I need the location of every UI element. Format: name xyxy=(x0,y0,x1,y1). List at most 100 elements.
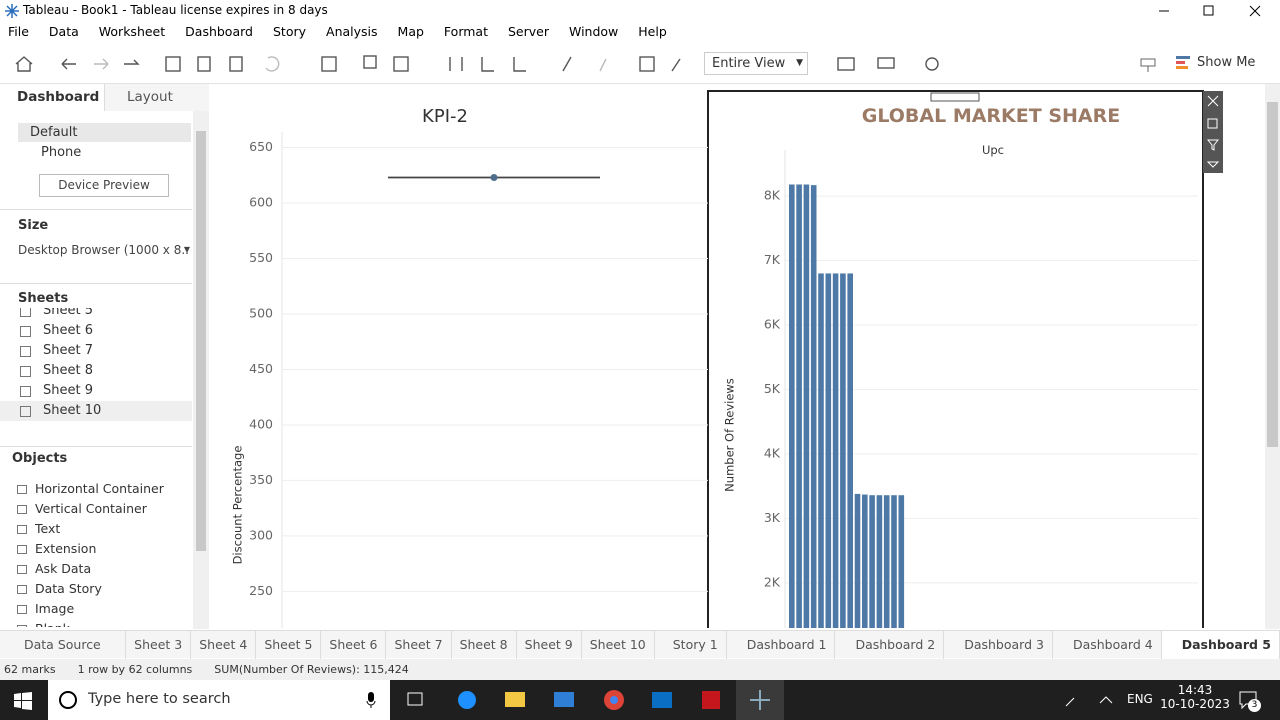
object-name: Ask Data xyxy=(35,561,92,576)
menu-item[interactable]: Help xyxy=(638,24,667,39)
object-item[interactable]: Ask Data xyxy=(0,559,180,579)
side-tab[interactable]: Layout xyxy=(104,84,209,111)
sheet-tab[interactable]: Data Source xyxy=(0,631,127,659)
presentation-icon[interactable] xyxy=(1138,54,1158,74)
divider xyxy=(0,446,192,447)
menu-item[interactable]: Worksheet xyxy=(98,24,166,39)
sheet-name: Sheet 5 xyxy=(43,308,93,318)
size-dropdown[interactable]: Desktop Browser (1000 x 8... ▼ xyxy=(18,243,190,257)
y-tick-label: 5K xyxy=(764,381,781,396)
sheet-item[interactable]: Sheet 8 xyxy=(0,361,192,381)
side-tab[interactable]: Dashboard xyxy=(17,89,100,105)
sheet-tab[interactable]: Dashboard 5 xyxy=(1161,631,1280,659)
search-box[interactable]: Type here to search xyxy=(48,680,390,720)
object-item[interactable]: Blank xyxy=(0,619,180,627)
language[interactable]: ENG xyxy=(1127,692,1153,706)
scrollbar[interactable] xyxy=(1265,84,1280,629)
sheet-tab[interactable]: Dashboard 3 xyxy=(944,631,1053,659)
taskbar: Type here to search ENG 14:43 10-10-2023 … xyxy=(0,680,1280,720)
sheet-tab[interactable]: Sheet 10 xyxy=(582,631,655,659)
sheet-tab[interactable]: Sheet 9 xyxy=(517,631,582,659)
object-item[interactable]: Image xyxy=(0,599,180,619)
sheet-item[interactable]: Sheet 6 xyxy=(0,321,192,341)
bar xyxy=(876,495,883,628)
object-icon xyxy=(17,605,27,614)
device-default[interactable]: Default xyxy=(18,123,191,142)
sheet-item[interactable]: Sheet 7 xyxy=(0,341,192,361)
sheet-tab[interactable]: Dashboard 1 xyxy=(727,631,836,659)
clock[interactable]: 14:43 10-10-2023 xyxy=(1160,683,1230,711)
objects-list: Horizontal Container Vertical Container Te… xyxy=(0,479,180,627)
toolbar-icons[interactable] xyxy=(0,44,960,84)
move-handle[interactable] xyxy=(930,92,980,102)
status-bar: 62 marks 1 row by 62 columns SUM(Number … xyxy=(0,659,1280,680)
sheet-name: Sheet 6 xyxy=(43,323,93,338)
start-button[interactable] xyxy=(14,692,32,710)
device-phone[interactable]: Phone xyxy=(41,145,82,160)
taskbar-apps[interactable] xyxy=(400,680,790,720)
sheet-tab[interactable]: Sheet 4 xyxy=(191,631,257,659)
bar xyxy=(810,185,817,628)
time: 14:43 xyxy=(1177,683,1213,697)
sheet-tab[interactable]: Sheet 7 xyxy=(386,631,452,659)
sheet-item[interactable]: Sheet 9 xyxy=(0,381,192,401)
sheet-tab[interactable]: Sheet 6 xyxy=(321,631,387,659)
tab-label: Sheet 3 xyxy=(134,637,183,652)
y-tick-label: 450 xyxy=(249,361,273,376)
sheet-tab[interactable]: Dashboard 2 xyxy=(835,631,945,659)
menu-item[interactable]: Analysis xyxy=(326,24,378,39)
y-tick-label: 300 xyxy=(249,527,273,542)
tab-label: Dashboard 4 xyxy=(1072,637,1153,652)
y-tick-label: 7K xyxy=(764,252,781,267)
y-tick-label: 4K xyxy=(764,445,781,460)
device-preview-button[interactable]: Device Preview xyxy=(39,174,169,197)
sheet-tab[interactable]: Dashboard 4 xyxy=(1053,631,1162,659)
scrollbar[interactable] xyxy=(193,111,209,629)
object-name: Text xyxy=(35,521,61,536)
menu-item[interactable]: Dashboard xyxy=(185,24,253,39)
sheet-tab[interactable]: Story 1 xyxy=(655,631,727,659)
show-me[interactable]: Show Me xyxy=(1197,55,1256,70)
object-icon xyxy=(17,625,27,627)
y-tick-label: 2K xyxy=(764,574,781,589)
chart-title: GLOBAL MARKET SHARE xyxy=(862,105,1121,127)
sheet-icon xyxy=(20,346,31,357)
sheet-tab[interactable]: Sheet 8 xyxy=(452,631,517,659)
sheet-tab[interactable]: Sheet 3 xyxy=(126,631,192,659)
float-controls[interactable] xyxy=(1203,91,1223,173)
sheet-tabs: Data Source Sheet 3 Sheet 4 Sheet 5 Sheet 6 S… xyxy=(0,630,1280,659)
object-item[interactable]: Data Story xyxy=(0,579,180,599)
menu-item[interactable]: Format xyxy=(443,24,488,39)
menu-item[interactable]: File xyxy=(8,24,29,39)
object-item[interactable]: Horizontal Container xyxy=(0,479,180,499)
object-item[interactable]: Vertical Container xyxy=(0,499,180,519)
bar xyxy=(832,273,839,628)
menu-item[interactable]: Server xyxy=(507,24,549,39)
status-marks: 62 marks xyxy=(4,663,56,676)
object-name: Vertical Container xyxy=(35,501,147,516)
tab-label: Sheet 7 xyxy=(394,637,443,652)
object-item[interactable]: Text xyxy=(0,519,180,539)
fit-dropdown[interactable]: Entire View ▼ xyxy=(704,52,808,75)
y-tick-label: 500 xyxy=(249,305,273,320)
menu-item[interactable]: Data xyxy=(48,24,79,39)
object-icon xyxy=(17,545,27,554)
app-icon xyxy=(5,4,19,18)
menu-item[interactable]: Window xyxy=(568,24,619,39)
notification-count[interactable]: 3 xyxy=(1248,699,1261,712)
object-name: Extension xyxy=(35,541,97,556)
object-name: Data Story xyxy=(35,581,102,596)
bar xyxy=(847,273,853,628)
tab-label: Dashboard 5 xyxy=(1181,637,1271,652)
fit-value: Entire View xyxy=(712,56,786,71)
window-controls[interactable] xyxy=(1150,0,1280,22)
sheet-tab[interactable]: Sheet 5 xyxy=(256,631,322,659)
menu-item[interactable]: Map xyxy=(397,24,424,39)
sheet-item[interactable]: Sheet 10 xyxy=(0,401,192,421)
bar xyxy=(789,184,795,628)
status-sum: SUM(Number Of Reviews): 115,424 xyxy=(214,663,409,676)
menu-item[interactable]: Story xyxy=(272,24,307,39)
sheet-item[interactable]: Sheet 5 xyxy=(0,308,192,321)
object-item[interactable]: Extension xyxy=(0,539,180,559)
object-name: Horizontal Container xyxy=(35,481,164,496)
